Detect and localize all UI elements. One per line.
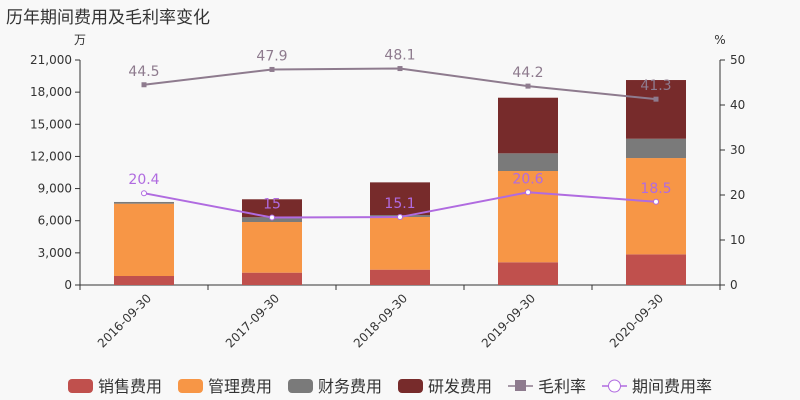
data-label-0-2: 48.1 [384, 48, 415, 64]
legend-swatch-0 [68, 379, 93, 393]
data-label-0-0: 44.5 [128, 64, 159, 80]
line-series-0 [143, 67, 657, 101]
legend-swatch-2 [288, 379, 313, 393]
bar-0-1 [242, 272, 302, 285]
legend-label-1: 管理费用 [208, 377, 272, 396]
legend-swatch-1 [178, 379, 203, 393]
right-tick-label: 20 [730, 188, 745, 202]
bar-2-3 [498, 153, 558, 171]
line-point-1-4 [653, 198, 659, 205]
bar-3-4 [626, 80, 686, 139]
bar-2-4 [626, 138, 686, 159]
line-point-0-3 [525, 83, 531, 89]
left-tick-label: 18,000 [30, 85, 72, 99]
line-point-0-0 [141, 82, 147, 88]
legend-label-0: 销售费用 [98, 377, 162, 396]
bar-3-3 [498, 97, 558, 154]
left-tick-label: 6,000 [38, 214, 72, 228]
right-tick-label: 10 [730, 233, 745, 247]
bar-3-2 [370, 182, 430, 216]
line-point-1-0 [141, 190, 147, 197]
bar-1-1 [242, 222, 302, 273]
legend-marker-0 [515, 380, 526, 391]
legend-line-label-0: 毛利率 [538, 377, 586, 396]
chart-title: 历年期间费用及毛利率变化 [6, 8, 210, 28]
x-tick-label: 2016-09-30 [95, 291, 154, 350]
legend-marker-1 [608, 379, 621, 393]
line-point-0-4 [653, 96, 659, 102]
x-tick-label: 2020-09-30 [607, 291, 666, 350]
bar-0-3 [498, 262, 558, 285]
line-point-1-3 [525, 189, 531, 196]
left-tick-label: 15,000 [30, 117, 72, 131]
bar-1-2 [370, 216, 430, 270]
data-label-1-0: 20.4 [128, 172, 159, 188]
bar-0-4 [626, 254, 686, 285]
left-tick-label: 3,000 [38, 246, 72, 260]
left-tick-label: 9,000 [38, 182, 72, 196]
legend-label-3: 研发费用 [428, 377, 492, 396]
data-label-1-1: 15 [263, 197, 281, 213]
bar-1-0 [114, 203, 174, 276]
data-label-0-4: 41.3 [640, 78, 671, 94]
legend-swatch-3 [398, 379, 423, 393]
line-point-1-1 [269, 214, 275, 221]
legend-line-label-1: 期间费用率 [632, 377, 712, 396]
data-label-1-4: 18.5 [640, 181, 671, 197]
legend-label-2: 财务费用 [318, 377, 382, 396]
right-tick-label: 30 [730, 143, 745, 157]
left-unit-label: 万 [74, 33, 86, 47]
x-tick-label: 2017-09-30 [223, 291, 282, 350]
data-label-0-1: 47.9 [256, 48, 287, 64]
data-label-1-3: 20.6 [512, 171, 543, 187]
data-label-0-3: 44.2 [512, 65, 543, 81]
bar-3-1 [242, 199, 302, 218]
bar-1-4 [626, 158, 686, 255]
bar-2-0 [114, 201, 174, 204]
left-tick-label: 21,000 [30, 53, 72, 67]
x-tick-label: 2018-09-30 [351, 291, 410, 350]
line-point-0-2 [397, 66, 403, 72]
left-tick-label: 12,000 [30, 149, 72, 163]
right-unit-label: % [714, 33, 725, 47]
right-tick-label: 50 [730, 53, 745, 67]
line-point-0-1 [269, 66, 275, 72]
right-tick-label: 0 [730, 278, 738, 292]
right-tick-label: 40 [730, 98, 745, 112]
data-label-1-2: 15.1 [384, 196, 415, 212]
line-point-1-2 [397, 214, 403, 221]
bar-1-3 [498, 171, 558, 263]
x-tick-label: 2019-09-30 [479, 291, 538, 350]
bar-0-0 [114, 276, 174, 285]
left-tick-label: 0 [64, 278, 72, 292]
bar-0-2 [370, 269, 430, 285]
